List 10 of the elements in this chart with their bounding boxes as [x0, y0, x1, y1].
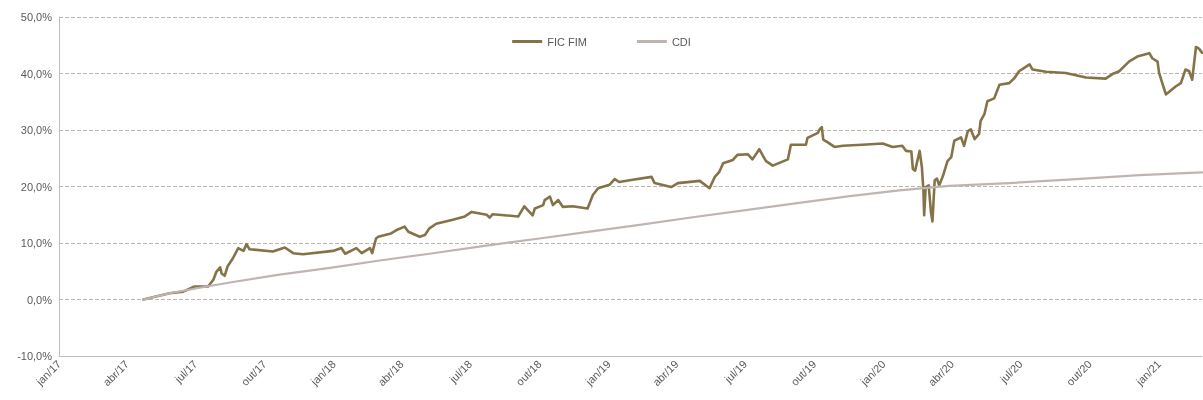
y-tick-label: 50,0% [20, 11, 53, 23]
y-tick-label: 0,0% [26, 293, 53, 306]
y-tick-label: 10,0% [20, 237, 53, 249]
y-tick-label: 30,0% [20, 124, 53, 136]
y-tick-label: 40,0% [20, 67, 53, 80]
legend-label: FIC FIM [547, 35, 587, 48]
y-tick-label: 20,0% [20, 180, 53, 193]
line-series [142, 45, 1203, 301]
y-tick-label: -10,0% [17, 350, 53, 362]
legend-label: CDI [671, 35, 691, 48]
